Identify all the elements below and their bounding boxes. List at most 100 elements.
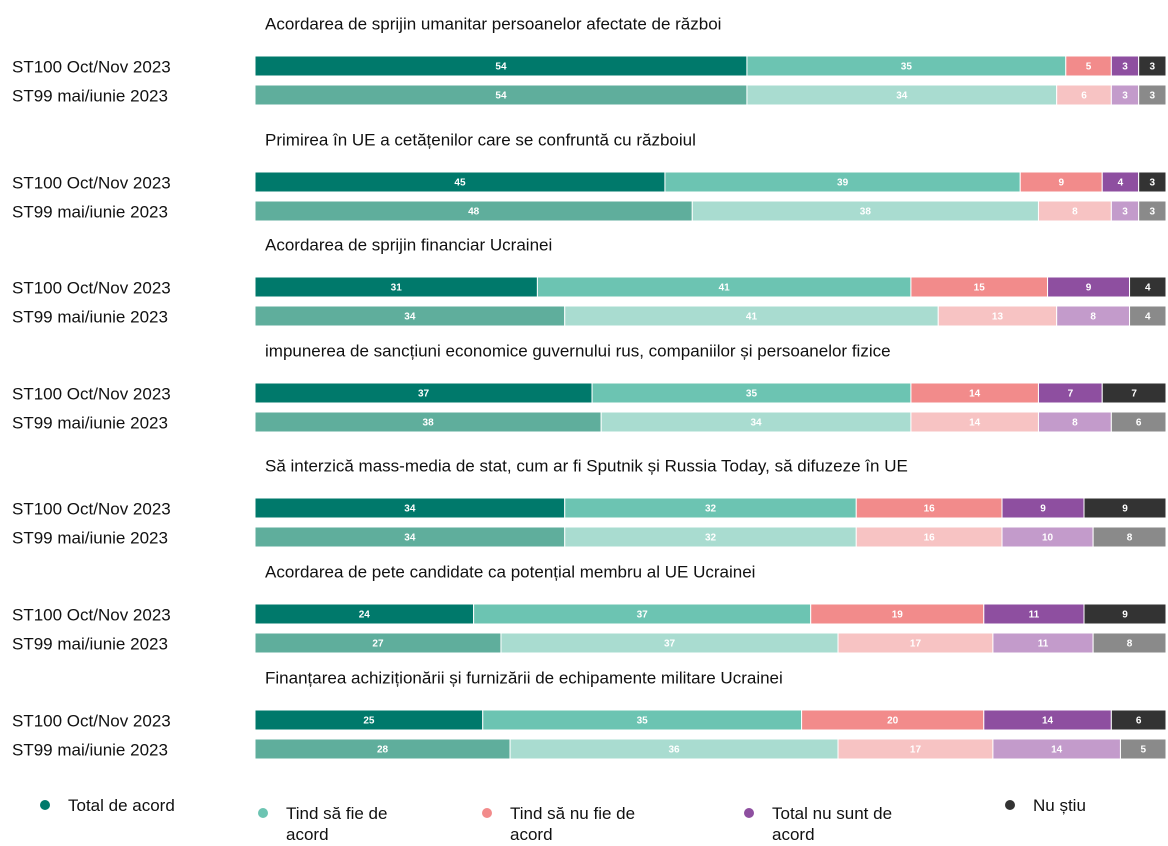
value-label: 45: [454, 178, 466, 189]
value-label: 41: [746, 312, 758, 323]
value-label: 4: [1145, 312, 1151, 323]
row-label: ST100 Oct/Nov 2023: [12, 384, 171, 403]
value-label: 39: [837, 178, 849, 189]
value-label: 5: [1086, 62, 1092, 73]
value-label: 41: [719, 283, 731, 294]
legend-swatch: [744, 808, 754, 818]
value-label: 35: [901, 62, 913, 73]
group-title: Finanțarea achiziționării și furnizării …: [265, 668, 783, 687]
legend-label: Total de acord: [68, 796, 175, 815]
value-label: 35: [746, 389, 758, 400]
value-label: 5: [1140, 745, 1146, 756]
value-label: 35: [637, 716, 649, 727]
value-label: 14: [969, 389, 981, 400]
value-label: 17: [910, 745, 922, 756]
value-label: 8: [1127, 533, 1133, 544]
row-label: ST99 mai/iunie 2023: [12, 634, 168, 653]
value-label: 19: [892, 610, 904, 621]
row-label: ST99 mai/iunie 2023: [12, 86, 168, 105]
legend-label: Tind să nu fie de acord: [510, 804, 636, 844]
value-label: 17: [910, 639, 922, 650]
value-label: 11: [1029, 610, 1040, 621]
value-label: 3: [1150, 178, 1156, 189]
value-label: 3: [1122, 91, 1128, 102]
value-label: 3: [1122, 62, 1128, 73]
value-label: 34: [404, 504, 416, 515]
value-label: 25: [363, 716, 375, 727]
bar-segment: [1138, 200, 1167, 222]
legend-item: Tind să fie de acord: [258, 803, 408, 845]
legend-item: Nu știu: [1005, 795, 1105, 816]
bar-segment: [1092, 632, 1167, 654]
value-label: 11: [1038, 639, 1049, 650]
value-label: 4: [1145, 283, 1151, 294]
bar-segment: [1129, 305, 1167, 327]
bar-segment: [1110, 709, 1167, 731]
bar-segment: [1138, 84, 1167, 106]
value-label: 16: [924, 504, 936, 515]
group-title: Primirea în UE a cetățenilor care se con…: [265, 130, 696, 149]
value-label: 3: [1122, 207, 1128, 218]
value-label: 9: [1122, 610, 1128, 621]
legend-swatch: [1005, 800, 1015, 810]
bar-segment: [1083, 497, 1167, 519]
value-label: 27: [372, 639, 384, 650]
value-label: 13: [992, 312, 1004, 323]
row-label: ST99 mai/iunie 2023: [12, 528, 168, 547]
value-label: 9: [1058, 178, 1064, 189]
bar-segment: [1138, 171, 1167, 193]
value-label: 32: [705, 504, 717, 515]
value-label: 7: [1131, 389, 1137, 400]
value-label: 7: [1068, 389, 1074, 400]
value-label: 8: [1072, 207, 1078, 218]
value-label: 10: [1042, 533, 1054, 544]
row-label: ST100 Oct/Nov 2023: [12, 57, 171, 76]
row-label: ST100 Oct/Nov 2023: [12, 499, 171, 518]
value-label: 9: [1122, 504, 1128, 515]
value-label: 6: [1136, 418, 1142, 429]
value-label: 48: [468, 207, 480, 218]
bar-segment: [1138, 55, 1167, 77]
row-label: ST99 mai/iunie 2023: [12, 740, 168, 759]
value-label: 6: [1081, 91, 1087, 102]
legend-swatch: [258, 808, 268, 818]
value-label: 3: [1150, 207, 1156, 218]
row-label: ST100 Oct/Nov 2023: [12, 711, 171, 730]
legend-swatch: [482, 808, 492, 818]
value-label: 54: [495, 62, 507, 73]
row-label: ST99 mai/iunie 2023: [12, 413, 168, 432]
value-label: 8: [1127, 639, 1133, 650]
legend-item: Total de acord: [40, 795, 200, 816]
value-label: 54: [495, 91, 507, 102]
value-label: 32: [705, 533, 717, 544]
row-label: ST99 mai/iunie 2023: [12, 307, 168, 326]
value-label: 14: [1051, 745, 1063, 756]
value-label: 3: [1150, 62, 1156, 73]
group-title: Acordarea de sprijin umanitar persoanelo…: [265, 14, 721, 33]
value-label: 14: [1042, 716, 1054, 727]
row-label: ST99 mai/iunie 2023: [12, 202, 168, 221]
legend-label: Tind să fie de acord: [286, 804, 388, 844]
group-title: impunerea de sancțiuni economice guvernu…: [265, 341, 891, 360]
group-title: Acordarea de sprijin financiar Ucrainei: [265, 235, 552, 254]
legend-item: Total nu sunt de acord: [744, 803, 914, 845]
row-label: ST100 Oct/Nov 2023: [12, 605, 171, 624]
value-label: 3: [1150, 91, 1156, 102]
value-label: 14: [969, 418, 981, 429]
legend-label: Nu știu: [1033, 796, 1086, 815]
value-label: 8: [1072, 418, 1078, 429]
value-label: 15: [974, 283, 986, 294]
group-title: Să interzică mass-media de stat, cum ar …: [265, 456, 908, 475]
value-label: 28: [377, 745, 389, 756]
row-label: ST100 Oct/Nov 2023: [12, 278, 171, 297]
value-label: 34: [896, 91, 908, 102]
value-label: 37: [637, 610, 649, 621]
bar-segment: [1110, 411, 1167, 433]
value-label: 34: [404, 312, 416, 323]
legend-item: Tind să nu fie de acord: [482, 803, 662, 845]
value-label: 37: [664, 639, 676, 650]
value-label: 38: [423, 418, 435, 429]
value-label: 9: [1040, 504, 1046, 515]
